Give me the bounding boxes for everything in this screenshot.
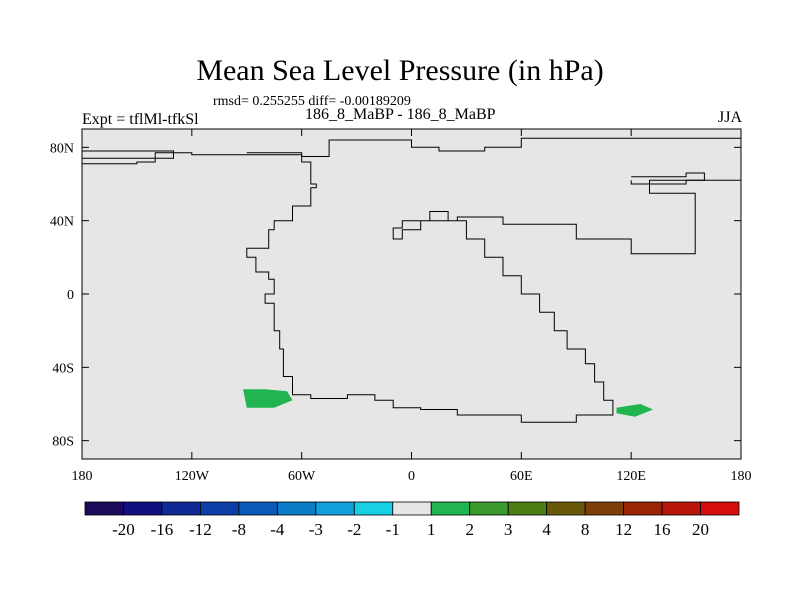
colorbar-label: -8: [232, 520, 246, 539]
colorbar-swatch-11: [507, 501, 548, 516]
y-tick-label: 80S: [52, 435, 74, 450]
colorbar-swatch-3: [200, 501, 240, 516]
colorbar: -20 -16 -12 -8 -4 -3 -2 -1 1 2 3 4 8 12 16 20: [84, 501, 740, 539]
colorbar-label: -12: [189, 520, 212, 539]
axis-ticks: 180 120W 60W 0 60E 120E 180 80N 40N 0 40S 80S: [50, 129, 752, 484]
coastline-3: [630, 172, 705, 185]
season-label: JJA: [717, 109, 742, 126]
colorbar-swatch-2: [161, 501, 201, 516]
y-tick-label: 40N: [50, 215, 74, 230]
experiment-label: Expt = tflMl-tfkSl: [82, 111, 199, 128]
colorbar-label: -2: [347, 520, 361, 539]
colorbar-swatch-13: [584, 501, 624, 516]
anomaly-region-0: [243, 389, 293, 408]
colorbar-label: 2: [465, 520, 474, 539]
colorbar-label: -3: [309, 520, 323, 539]
colorbar-swatch-10: [469, 501, 509, 516]
y-tick-label: 0: [67, 288, 74, 303]
anomaly-regions: [243, 389, 654, 417]
colorbar-swatch-1: [123, 501, 163, 516]
colorbar-label: -1: [386, 520, 400, 539]
x-tick-label: 180: [731, 469, 752, 484]
colorbar-label: -16: [151, 520, 174, 539]
colorbar-swatch-9: [430, 501, 471, 516]
colorbar-label: -20: [112, 520, 135, 539]
colorbar-swatch-16: [700, 501, 740, 516]
colorbar-swatch-0: [84, 501, 124, 516]
x-tick-label: 120W: [175, 469, 210, 484]
colorbar-label: 8: [581, 520, 590, 539]
colorbar-swatch-15: [661, 501, 701, 516]
colorbar-label: 4: [542, 520, 551, 539]
colorbar-label: -4: [270, 520, 285, 539]
coastline-1: [82, 134, 742, 165]
colorbar-swatch-14: [623, 501, 663, 516]
colorbar-swatch-12: [546, 501, 586, 516]
y-tick-label: 40S: [52, 361, 74, 376]
y-tick-label: 80N: [50, 141, 74, 156]
colorbar-label: 20: [692, 520, 709, 539]
colorbar-swatch-4: [238, 501, 278, 516]
colorbar-label: 16: [654, 520, 671, 539]
stats-label: rmsd= 0.255255 diff= -0.00189209: [213, 94, 411, 109]
colorbar-label: 3: [504, 520, 513, 539]
x-tick-label: 120E: [616, 469, 646, 484]
colorbar-swatch-8: [392, 501, 432, 516]
colorbar-swatch-6: [315, 501, 355, 516]
continent-outlines: [82, 134, 742, 423]
chart-title: Mean Sea Level Pressure (in hPa): [196, 54, 604, 87]
colorbar-label: 12: [615, 520, 632, 539]
anomaly-region-1: [616, 404, 654, 417]
coastline-0: [82, 150, 174, 159]
x-tick-label: 0: [408, 469, 415, 484]
x-tick-label: 180: [72, 469, 93, 484]
chart-subtitle: 186_8_MaBP - 186_8_MaBP: [305, 106, 496, 123]
x-tick-label: 60W: [288, 469, 316, 484]
colorbar-label: 1: [427, 520, 436, 539]
coastline-2: [246, 152, 742, 423]
x-tick-label: 60E: [510, 469, 533, 484]
colorbar-swatch-5: [276, 501, 317, 516]
colorbar-swatch-7: [353, 501, 394, 516]
